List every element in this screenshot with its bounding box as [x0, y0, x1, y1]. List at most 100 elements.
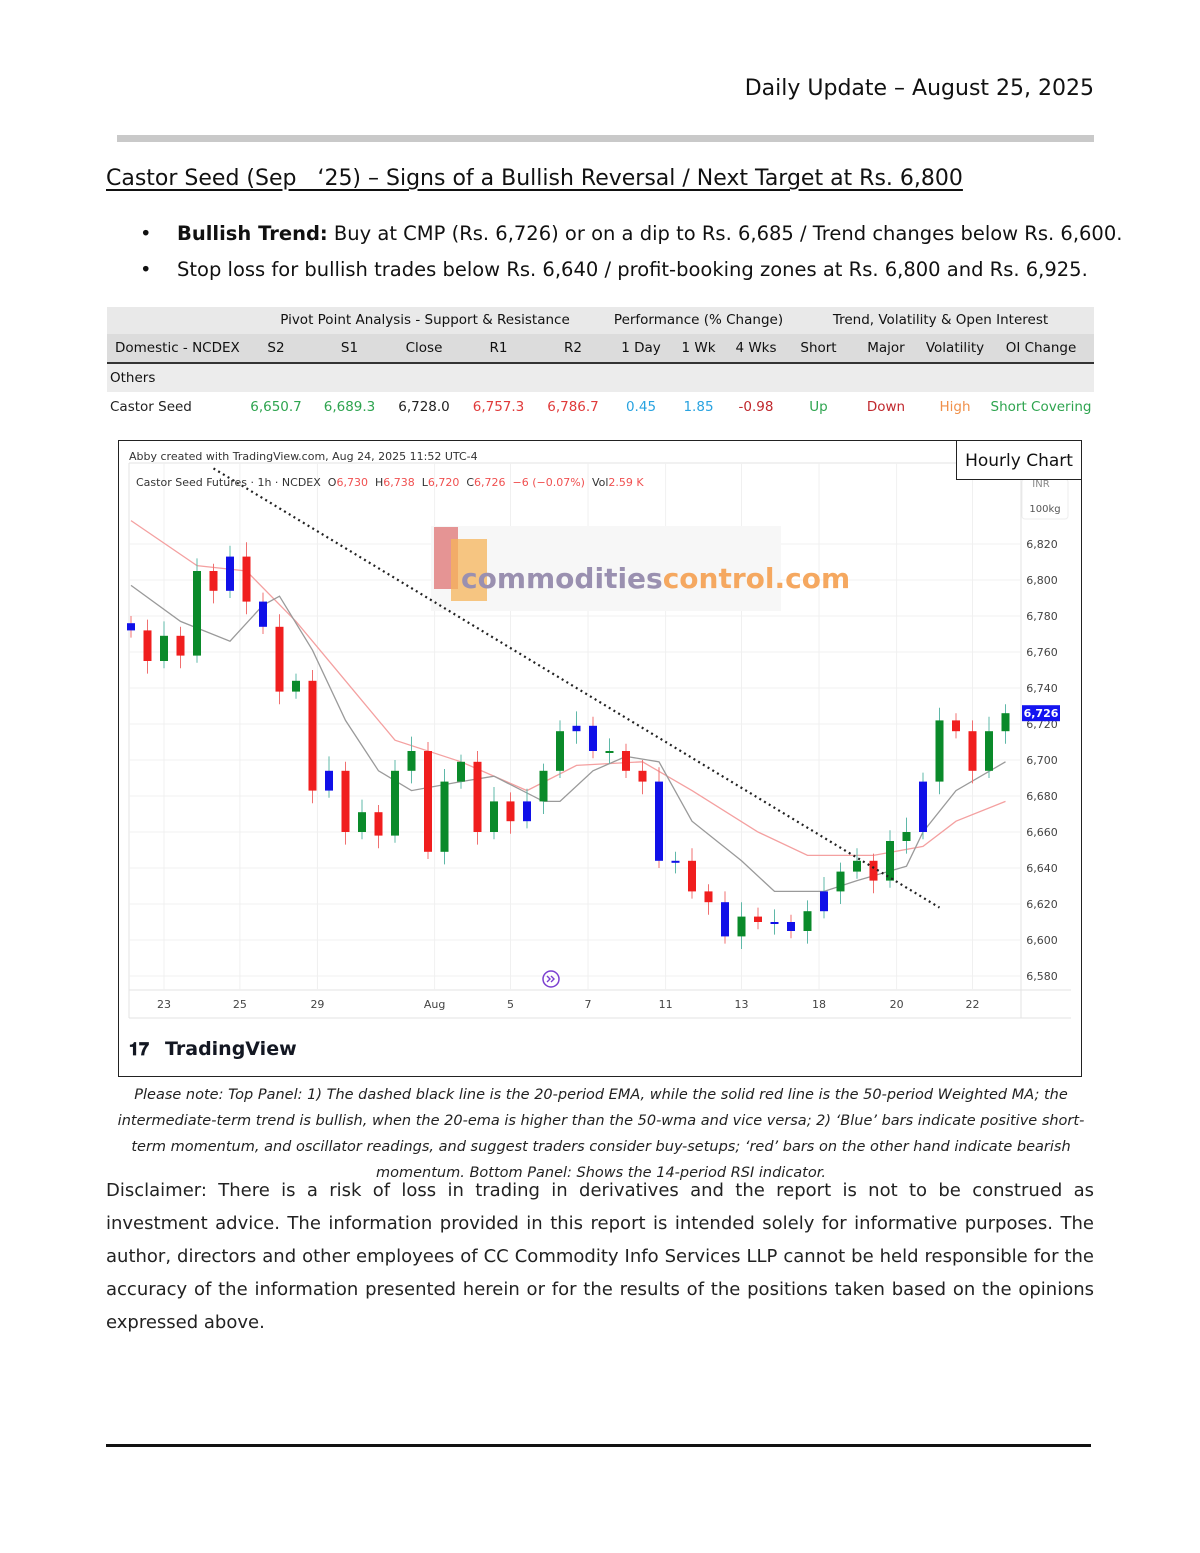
candle-body: [143, 630, 152, 661]
column-header: R2: [564, 340, 582, 356]
candle-body: [770, 922, 779, 924]
price-chart: 6,820 6,800 6,780 6,760 6,740 6,720 6,700 6,680…: [118, 440, 1082, 1077]
bullet-text: Buy at CMP (Rs. 6,726) or on a dip to Rs…: [327, 222, 1123, 245]
table-cell: 6,689.3: [323, 398, 376, 415]
ohlc-legend: Castor Seed Futures · 1h · NCDEX O6,730 …: [136, 476, 644, 489]
table-cell: Down: [866, 398, 906, 415]
column-header: Close: [405, 340, 443, 356]
candlestick-chart: 6,820 6,800 6,780 6,760 6,740 6,720 6,700 6,680…: [127, 450, 1071, 1060]
header-divider: [117, 135, 1094, 142]
go-to-realtime-icon[interactable]: [542, 970, 560, 988]
candle-body: [605, 751, 614, 753]
y-tick-label: 6,680: [1026, 790, 1058, 803]
pivot-table: Pivot Point Analysis - Support & Resista…: [107, 307, 1094, 421]
current-price-label: 6,726: [1024, 707, 1059, 720]
candle-body: [589, 725, 597, 751]
y-tick-label: 6,740: [1026, 682, 1058, 695]
candle-body: [869, 860, 878, 881]
table-cell: 6,650.7: [250, 398, 302, 415]
column-header: 1 Day: [621, 340, 661, 356]
table-cell: 6,728.0: [398, 398, 450, 415]
candle-body: [374, 812, 383, 836]
candle-body: [556, 731, 564, 771]
candle-body: [836, 871, 845, 892]
group-header: [107, 307, 240, 334]
x-tick-label: 7: [585, 998, 592, 1011]
candle-body: [275, 626, 284, 692]
candle-body: [886, 841, 894, 881]
watermark-text: commoditiescontrol.com: [461, 562, 850, 595]
candle-body: [655, 781, 663, 861]
candle-body: [424, 751, 432, 852]
candle-body: [308, 680, 317, 791]
candle-body: [968, 731, 977, 771]
x-tick-label: 11: [659, 998, 673, 1011]
column-header: Major: [867, 340, 905, 356]
candle-body: [358, 812, 366, 832]
x-tick-label: 22: [966, 998, 980, 1011]
candle-body: [391, 770, 399, 836]
candle-body: [820, 891, 828, 912]
candle-body: [704, 891, 713, 903]
trendline: [212, 467, 941, 909]
table-column-header: Domestic - NCDEX S2 S1 Close R1 R2 1 Day 1 Wk 4 …: [107, 334, 1094, 364]
bullet-item: • Stop loss for bullish trades below Rs. …: [140, 258, 1088, 281]
candle-body: [902, 832, 911, 841]
table-group-header: Pivot Point Analysis - Support & Resista…: [107, 307, 1094, 334]
candle-body: [754, 916, 762, 922]
candle-body: [209, 571, 218, 591]
candle-body: [341, 770, 350, 832]
candle-body: [952, 720, 960, 732]
y-tick-label: 6,800: [1026, 574, 1058, 587]
x-tick-label: Aug: [424, 998, 445, 1011]
tradingview-logo-icon: 𝟏𝟕: [129, 1039, 149, 1060]
candle-body: [985, 731, 993, 771]
table-cell: 1.85: [683, 398, 714, 415]
table-cell: Castor Seed: [110, 398, 192, 415]
candle-body: [803, 911, 812, 931]
candle-body: [1001, 713, 1010, 732]
y-tick-label: 6,720: [1026, 718, 1058, 731]
candle-body: [292, 680, 300, 692]
tradingview-logo-text: TradingView: [165, 1038, 297, 1060]
unit-currency: INR: [1032, 479, 1049, 490]
report-title: Castor Seed (Sep ‘25) – Signs of a Bulli…: [106, 166, 963, 191]
ema20-line: [130, 584, 1006, 893]
candle-body: [473, 761, 482, 832]
candle-body: [638, 770, 647, 782]
candle-body: [490, 801, 498, 832]
x-tick-label: 5: [507, 998, 514, 1011]
table-row: Castor Seed 6,650.7 6,689.3 6,728.0 6,757.3 6…: [107, 392, 1094, 421]
group-header-trend: Trend, Volatility & Open Interest: [832, 312, 1049, 328]
table-cell: Up: [809, 398, 828, 415]
footer-divider: [106, 1444, 1091, 1447]
candle-body: [457, 761, 465, 782]
column-header: 4 Wks: [735, 340, 777, 356]
candle-body: [176, 635, 185, 656]
table-cell: 0.45: [625, 398, 657, 415]
candle-body: [506, 801, 515, 822]
y-tick-label: 6,780: [1026, 610, 1058, 623]
table-cell: -0.98: [738, 398, 774, 415]
chart-note: Please note: Top Panel: 1) The dashed bl…: [117, 1087, 1085, 1181]
bullet-bold: Bullish Trend:: [177, 222, 328, 245]
current-price-tag: [1022, 705, 1060, 722]
page-header-date: Daily Update – August 25, 2025: [744, 76, 1094, 101]
table-cell: Short Covering: [990, 398, 1092, 415]
candle-body: [539, 770, 548, 802]
y-tick-label: 6,760: [1026, 646, 1058, 659]
candle-body: [919, 781, 927, 832]
x-tick-label: 20: [890, 998, 904, 1011]
candle-body: [193, 571, 201, 656]
candle-body: [127, 623, 135, 631]
candle-body: [440, 781, 449, 852]
x-tick-label: 18: [812, 998, 826, 1011]
y-tick-label: 6,580: [1026, 970, 1058, 983]
watermark-background: [431, 526, 781, 611]
y-tick-label: 6,820: [1026, 538, 1058, 551]
candle-body: [523, 801, 531, 822]
column-header: Short: [800, 340, 837, 356]
y-tick-label: 6,600: [1026, 934, 1058, 947]
y-tick-label: 6,700: [1026, 754, 1058, 767]
group-header-performance: Performance (% Change): [613, 312, 784, 328]
